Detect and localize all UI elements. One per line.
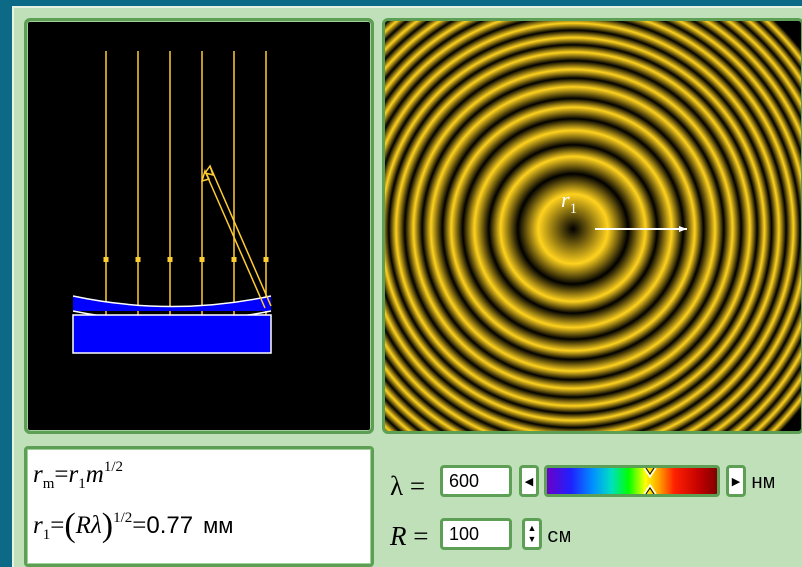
- radius-arrowhead: [679, 226, 687, 232]
- symbol-r: r: [68, 461, 79, 488]
- wavelength-decrease-button[interactable]: ◀: [519, 465, 539, 497]
- equals-sign: =: [50, 512, 65, 539]
- newton-rings: r1: [385, 21, 801, 431]
- equals-sign: =: [406, 521, 429, 551]
- slider-thumb-icon[interactable]: [643, 468, 657, 494]
- interference-pattern: [385, 21, 801, 431]
- reflected-ray: [200, 164, 272, 309]
- curvature-radius-input[interactable]: [440, 518, 512, 550]
- symbol-r-lambda: Rλ: [75, 512, 102, 539]
- wavelength-input[interactable]: [440, 465, 512, 497]
- ray-marker: [167, 257, 173, 262]
- curvature-radius-unit: см: [547, 526, 572, 549]
- formula-panel: rm=r1m1/2 r1=(Rλ)1/2=0.77 мм: [24, 446, 374, 567]
- plano-convex-lens: [73, 296, 271, 311]
- ray-marker: [231, 257, 237, 262]
- radius-value: 0.77: [146, 512, 194, 539]
- subscript-1: 1: [42, 527, 51, 543]
- ray-marker: [199, 257, 205, 262]
- wavelength-slider[interactable]: [544, 465, 720, 497]
- down-arrow-icon[interactable]: ▼: [527, 534, 537, 544]
- ray-marker: [135, 257, 141, 262]
- open-paren: (: [64, 507, 76, 544]
- left-arrow-icon: ◀: [524, 475, 534, 488]
- ray-marker: [263, 257, 269, 262]
- equals-sign: =: [132, 512, 147, 539]
- exponent-half: 1/2: [103, 459, 123, 475]
- subscript-m: m: [42, 476, 55, 492]
- newton-rings-panel: r1: [382, 18, 802, 434]
- symbol-R: R: [390, 521, 407, 551]
- incident-rays: [103, 51, 269, 321]
- exponent-half: 1/2: [113, 510, 133, 526]
- ray-marker: [103, 257, 109, 262]
- formula-line-2: r1=(Rλ)1/2=0.77 мм: [33, 507, 233, 545]
- symbol-m: m: [85, 461, 104, 488]
- lens-surface: [72, 295, 272, 308]
- close-paren: ): [101, 507, 114, 544]
- subscript-1: 1: [78, 476, 86, 492]
- radius-label: r1: [561, 187, 577, 217]
- radius-unit: мм: [203, 513, 234, 538]
- lambda-label: λ =: [390, 471, 426, 501]
- glass-plate: [72, 314, 272, 354]
- formula-line-1: rm=r1m1/2: [33, 459, 123, 493]
- symbol-r: r: [33, 512, 43, 539]
- right-arrow-icon: ▶: [731, 475, 741, 488]
- symbol-r: r: [33, 461, 43, 488]
- wavelength-unit: нм: [751, 472, 776, 495]
- wavelength-increase-button[interactable]: ▶: [726, 465, 746, 497]
- lens-diagram-panel: [24, 18, 374, 434]
- equals-sign: =: [54, 461, 69, 488]
- up-arrow-icon[interactable]: ▲: [527, 523, 537, 533]
- curvature-radius-spinner[interactable]: ▲ ▼: [522, 518, 542, 550]
- radius-of-curvature-label: R =: [390, 521, 428, 552]
- lens-diagram: [72, 51, 272, 354]
